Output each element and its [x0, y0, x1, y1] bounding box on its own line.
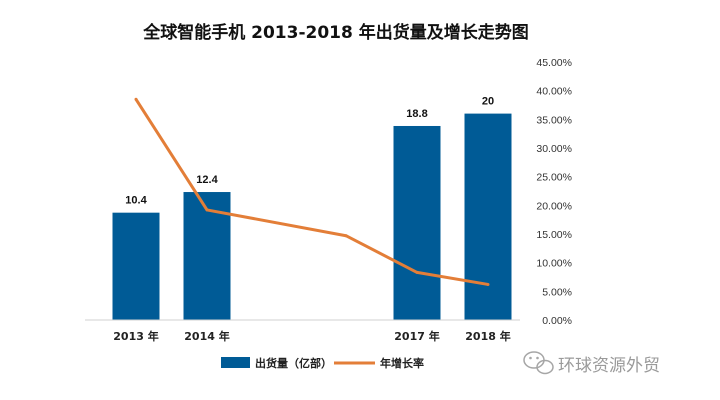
x-axis-tick-label: 2013 年 — [113, 329, 158, 343]
right-axis-tick-label: 40.00% — [536, 86, 572, 98]
chart-title: 全球智能手机 2013-2018 年出货量及增长走势图 — [142, 22, 529, 43]
right-axis-tick-label: 45.00% — [536, 57, 572, 69]
right-axis-tick-label: 25.00% — [536, 172, 572, 184]
growth-rate-point — [134, 97, 138, 101]
legend-label-shipments: 出货量（亿部） — [255, 356, 332, 370]
right-axis-tick-label: 5.00% — [542, 286, 572, 298]
growth-rate-point — [415, 270, 419, 274]
bar — [393, 125, 441, 320]
legend-label-growth: 年增长率 — [380, 356, 424, 370]
right-axis-ticks: 0.00% 5.00% 10.00% 15.00% 20.00% 25.00% 30.00%… — [536, 57, 572, 327]
right-axis-tick-label: 20.00% — [536, 200, 572, 212]
line-series — [134, 97, 490, 286]
legend-swatch-shipments — [221, 357, 250, 368]
growth-rate-point — [344, 234, 348, 238]
bar — [464, 113, 512, 320]
bar-data-label: 10.4 — [125, 195, 147, 207]
wechat-icon — [523, 351, 554, 375]
bar-series: 10.4 12.4 18.8 20 — [112, 96, 512, 320]
right-axis-tick-label: 15.00% — [536, 229, 572, 241]
legend: 出货量（亿部） 年增长率 — [221, 356, 424, 370]
growth-rate-point — [486, 282, 490, 286]
right-axis-tick-label: 35.00% — [536, 114, 572, 126]
right-axis-tick-label: 10.00% — [536, 258, 572, 270]
bar-data-label: 18.8 — [406, 108, 427, 120]
x-axis-tick-label: 2018 年 — [465, 329, 510, 343]
bar — [112, 212, 160, 320]
watermark-label: 环球资源外贸 — [558, 356, 660, 376]
growth-rate-point — [205, 208, 209, 212]
x-axis-ticks: 2013 年 2014 年 2017 年 2018 年 — [113, 329, 510, 343]
x-axis-tick-label: 2014 年 — [184, 329, 229, 343]
x-axis-tick-label: 2017 年 — [394, 329, 439, 343]
watermark: 环球资源外贸 — [523, 351, 660, 376]
bar-data-label: 12.4 — [196, 174, 218, 186]
bar-data-label: 20 — [482, 96, 494, 108]
right-axis-tick-label: 30.00% — [536, 143, 572, 155]
right-axis-tick-label: 0.00% — [542, 315, 572, 327]
